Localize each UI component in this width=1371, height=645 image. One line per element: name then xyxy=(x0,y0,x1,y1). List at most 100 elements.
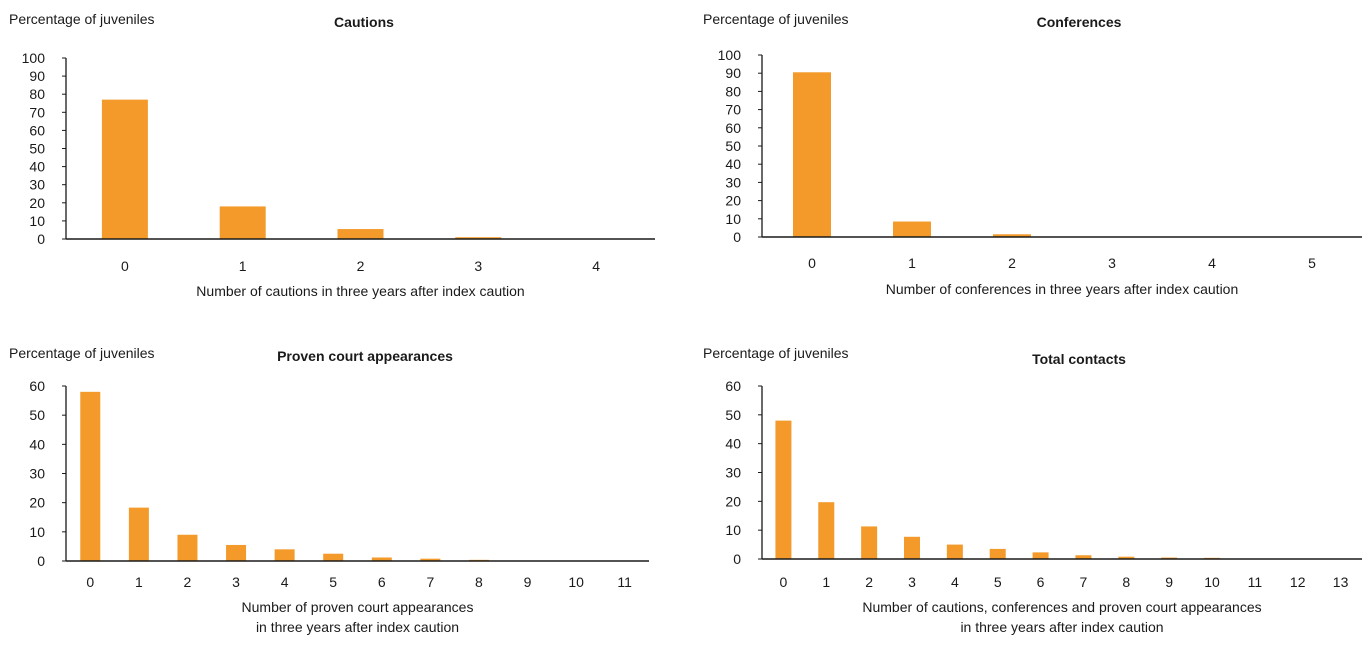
y-tick-label: 40 xyxy=(29,159,45,175)
x-axis-label: in three years after index caution xyxy=(960,619,1163,635)
y-tick-label: 90 xyxy=(29,68,45,84)
y-tick-label: 20 xyxy=(29,495,45,511)
y-tick-label: 0 xyxy=(733,229,741,245)
x-axis-label: Number of conferences in three years aft… xyxy=(886,281,1239,297)
bar-2 xyxy=(338,229,384,239)
x-axis-label: in three years after index caution xyxy=(256,619,459,635)
x-tick-label: 10 xyxy=(568,574,584,590)
y-tick-label: 50 xyxy=(29,141,45,157)
y-tick-label: 0 xyxy=(37,231,45,247)
x-tick-label: 4 xyxy=(281,574,289,590)
bar-0 xyxy=(775,421,791,559)
x-tick-label: 3 xyxy=(908,574,916,590)
x-tick-label: 0 xyxy=(808,255,816,271)
x-axis-label: Number of proven court appearances xyxy=(242,599,474,615)
x-tick-label: 10 xyxy=(1204,574,1220,590)
x-tick-label: 3 xyxy=(1108,255,1116,271)
y-tick-label: 80 xyxy=(29,86,45,102)
x-tick-label: 3 xyxy=(232,574,240,590)
bar-5 xyxy=(990,549,1006,559)
y-tick-label: 40 xyxy=(725,436,741,452)
y-tick-label: 30 xyxy=(725,465,741,481)
y-axis-label: Percentage of juveniles xyxy=(9,345,155,361)
bar-3 xyxy=(226,545,246,561)
chart-total: Percentage of juveniles Total contacts010… xyxy=(703,345,1362,635)
bar-1 xyxy=(220,206,266,239)
y-tick-label: 60 xyxy=(29,378,45,394)
chart-title: Conferences xyxy=(1037,14,1122,30)
y-tick-label: 10 xyxy=(725,522,741,538)
y-tick-label: 70 xyxy=(29,104,45,120)
x-tick-label: 1 xyxy=(822,574,830,590)
y-tick-label: 60 xyxy=(29,122,45,138)
chart-title: Cautions xyxy=(334,14,394,30)
x-tick-label: 5 xyxy=(329,574,337,590)
x-tick-label: 11 xyxy=(617,574,632,590)
x-tick-label: 1 xyxy=(908,255,916,271)
x-tick-label: 7 xyxy=(1080,574,1088,590)
y-tick-label: 50 xyxy=(725,138,741,154)
bar-1 xyxy=(129,508,149,561)
y-tick-label: 10 xyxy=(725,211,741,227)
y-tick-label: 100 xyxy=(22,50,46,66)
y-tick-label: 50 xyxy=(725,407,741,423)
x-tick-label: 9 xyxy=(1165,574,1173,590)
y-axis-label: Percentage of juveniles xyxy=(703,11,849,27)
y-tick-label: 0 xyxy=(37,553,45,569)
x-tick-label: 4 xyxy=(1208,255,1216,271)
bar-0 xyxy=(793,72,831,237)
y-tick-label: 0 xyxy=(733,551,741,567)
x-tick-label: 11 xyxy=(1248,574,1263,590)
bar-4 xyxy=(275,549,295,561)
x-tick-label: 5 xyxy=(1308,255,1316,271)
y-tick-label: 30 xyxy=(29,177,45,193)
x-tick-label: 1 xyxy=(135,574,143,590)
bar-4 xyxy=(947,545,963,559)
y-tick-label: 30 xyxy=(29,466,45,482)
x-tick-label: 3 xyxy=(474,258,482,274)
x-tick-label: 4 xyxy=(951,574,959,590)
x-tick-label: 12 xyxy=(1290,574,1306,590)
x-tick-label: 0 xyxy=(121,258,129,274)
chart-cautions: Percentage of juveniles Cautions010203040… xyxy=(9,11,655,299)
bar-3 xyxy=(904,537,920,559)
y-tick-label: 30 xyxy=(725,174,741,190)
x-tick-label: 5 xyxy=(994,574,1002,590)
y-axis-label: Percentage of juveniles xyxy=(703,345,849,361)
x-tick-label: 9 xyxy=(524,574,532,590)
chart-title: Proven court appearances xyxy=(277,348,453,364)
x-tick-label: 0 xyxy=(780,574,788,590)
x-tick-label: 4 xyxy=(592,258,600,274)
x-tick-label: 6 xyxy=(1037,574,1045,590)
y-tick-label: 60 xyxy=(725,378,741,394)
y-tick-label: 50 xyxy=(29,407,45,423)
chart-conferences: Percentage of juveniles Conferences010203… xyxy=(703,11,1362,297)
x-tick-label: 2 xyxy=(1008,255,1016,271)
x-tick-label: 2 xyxy=(865,574,873,590)
bar-2 xyxy=(861,526,877,559)
bar-6 xyxy=(1033,552,1049,559)
y-tick-label: 40 xyxy=(29,436,45,452)
x-tick-label: 6 xyxy=(378,574,386,590)
x-tick-label: 2 xyxy=(184,574,192,590)
x-tick-label: 1 xyxy=(239,258,247,274)
bar-0 xyxy=(102,100,148,239)
x-axis-label: Number of cautions, conferences and prov… xyxy=(862,599,1261,615)
y-tick-label: 20 xyxy=(725,193,741,209)
y-tick-label: 60 xyxy=(725,120,741,136)
y-tick-label: 100 xyxy=(718,47,742,63)
bar-2 xyxy=(177,535,197,561)
x-tick-label: 8 xyxy=(475,574,483,590)
chart-title: Total contacts xyxy=(1032,351,1126,367)
x-tick-label: 0 xyxy=(86,574,94,590)
x-axis-label: Number of cautions in three years after … xyxy=(196,283,524,299)
chart-court: Percentage of juveniles Proven court appe… xyxy=(9,345,649,635)
x-tick-label: 8 xyxy=(1122,574,1130,590)
y-tick-label: 70 xyxy=(725,102,741,118)
x-tick-label: 13 xyxy=(1333,574,1349,590)
bar-1 xyxy=(818,502,834,559)
bar-0 xyxy=(80,392,100,561)
y-tick-label: 20 xyxy=(29,195,45,211)
y-tick-label: 10 xyxy=(29,524,45,540)
